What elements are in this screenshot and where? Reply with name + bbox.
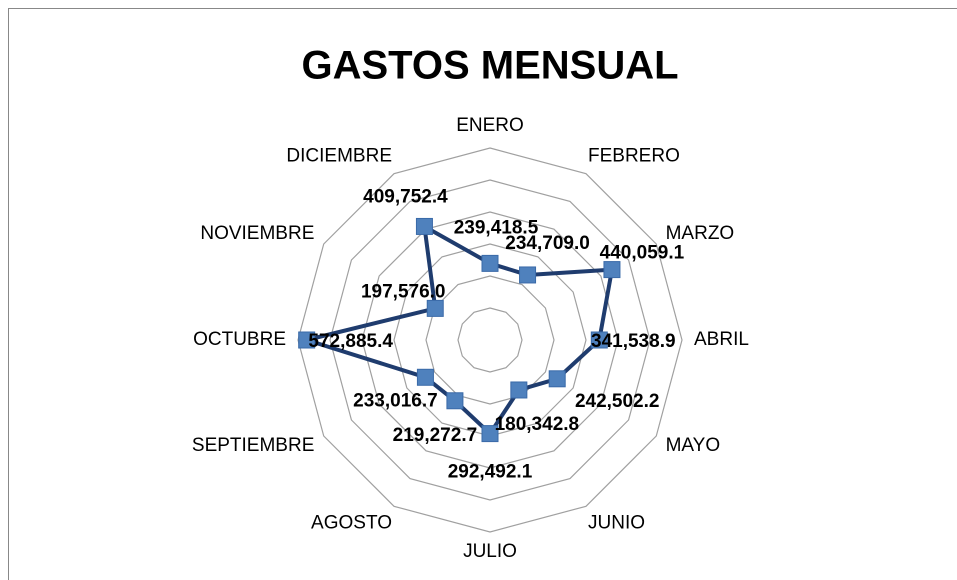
grid-ring: [297, 147, 683, 533]
marker: [481, 425, 499, 443]
data-label: 233,016.7: [353, 390, 438, 411]
marker: [590, 331, 608, 349]
marker: [481, 254, 499, 272]
data-label: 197,576.0: [361, 281, 446, 302]
data-label: 234,709.0: [505, 233, 590, 254]
marker: [519, 266, 537, 284]
marker: [298, 331, 316, 349]
category-label: JULIO: [463, 541, 517, 562]
marker: [510, 381, 528, 399]
marker: [446, 392, 464, 410]
category-label: SEPTIEMBRE: [192, 435, 314, 456]
grid-ring: [329, 179, 651, 501]
category-label: MAYO: [666, 435, 721, 456]
marker: [416, 368, 434, 386]
marker: [415, 217, 433, 235]
category-label: NOVIEMBRE: [200, 223, 314, 244]
data-label: 292,492.1: [448, 462, 533, 483]
category-label: ABRIL: [694, 329, 749, 350]
data-label: 180,342.8: [495, 414, 580, 435]
data-label: 440,059.1: [600, 243, 685, 264]
category-label: ENERO: [456, 115, 524, 136]
grid-ring: [361, 211, 619, 469]
chart-border: [8, 8, 957, 580]
marker: [603, 261, 621, 279]
category-label: FEBRERO: [588, 145, 680, 166]
category-label: AGOSTO: [311, 513, 392, 534]
marker: [548, 370, 566, 388]
category-label: MARZO: [666, 223, 735, 244]
data-label: 242,502.2: [575, 391, 660, 412]
category-label: DICIEMBRE: [286, 145, 392, 166]
marker: [426, 299, 444, 317]
chart-title: GASTOS MENSUAL: [301, 44, 678, 88]
data-label: 219,272.7: [393, 425, 478, 446]
grid-ring: [457, 307, 523, 373]
category-label: OCTUBRE: [193, 329, 286, 350]
category-label: JUNIO: [588, 513, 645, 534]
data-label: 341,538.9: [591, 331, 676, 352]
data-label: 239,418.5: [454, 217, 539, 238]
data-label: 409,752.4: [363, 186, 448, 207]
data-label: 572,885.4: [308, 331, 393, 352]
